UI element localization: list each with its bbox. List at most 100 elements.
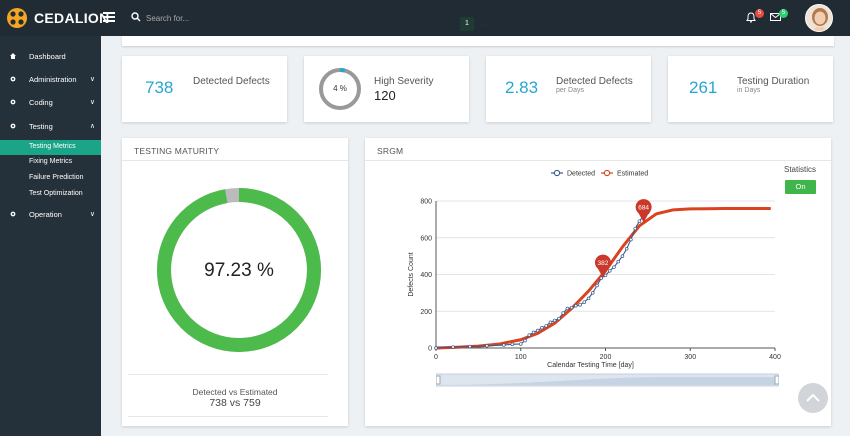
legend-swatch-marker xyxy=(553,169,561,177)
sidebar-item-label: Testing xyxy=(29,122,53,131)
kpi-card-detected-defects: 738 Detected Defects xyxy=(122,56,287,122)
detected-point xyxy=(629,237,633,242)
search-icon xyxy=(131,12,141,22)
maturity-values: 738 vs 759 xyxy=(209,397,261,409)
detected-point xyxy=(485,344,489,348)
divider xyxy=(122,160,348,161)
top-navbar: CEDALION 5 5 xyxy=(0,0,850,36)
detected-point xyxy=(468,344,472,349)
sidebar-item-label: Operation xyxy=(29,210,62,219)
legend-label: Estimated xyxy=(617,171,648,178)
sidebar-subitem-label: Failure Prediction xyxy=(29,174,84,181)
x-tick-label: 300 xyxy=(684,354,696,361)
mail-badge: 5 xyxy=(779,9,788,18)
divider xyxy=(128,374,328,375)
sidebar: Dashboard Administration ∨ Coding ∨ Test… xyxy=(0,36,101,436)
detected-point xyxy=(565,306,570,311)
sidebar-item-administration[interactable]: Administration ∨ xyxy=(0,70,101,90)
maturity-caption: Detected vs Estimated xyxy=(192,387,278,397)
detected-point xyxy=(591,291,595,295)
app-title: CEDALION xyxy=(34,10,110,26)
kpi-title: Testing Duration xyxy=(737,76,810,87)
sidebar-subitem-test-optimization[interactable]: Test Optimization xyxy=(0,187,101,202)
divider xyxy=(365,160,831,161)
detected-point xyxy=(561,311,565,315)
kpi-count: 120 xyxy=(374,88,396,103)
detected-point xyxy=(569,305,574,310)
sidebar-item-operation[interactable]: Operation ∨ xyxy=(0,205,101,225)
maturity-donut xyxy=(157,188,321,352)
kpi-card-testing-duration: 261 Testing Duration in Days xyxy=(668,56,833,122)
annotation-label: 382 xyxy=(598,260,609,267)
panel-title: SRGM xyxy=(377,146,404,156)
severity-percent: 4 % xyxy=(333,84,347,93)
x-axis-label: Calendar Testing Time [day] xyxy=(547,362,634,369)
statistics-toggle[interactable]: On xyxy=(785,180,816,194)
kpi-card-high-severity: 4 % High Severity 120 xyxy=(304,56,469,122)
detected-point xyxy=(582,300,587,304)
detected-point xyxy=(535,328,540,333)
x-tick-label: 400 xyxy=(769,354,781,361)
user-avatar[interactable] xyxy=(805,4,833,32)
y-tick-label: 200 xyxy=(420,309,432,316)
notification-badge: 5 xyxy=(755,9,764,18)
sidebar-item-label: Dashboard xyxy=(29,52,66,61)
avatar-image xyxy=(806,5,832,31)
sidebar-item-testing[interactable]: Testing ∧ xyxy=(0,117,101,137)
gear-icon xyxy=(10,123,16,129)
gear-icon xyxy=(10,211,16,217)
sidebar-item-coding[interactable]: Coding ∨ xyxy=(0,93,101,113)
detected-point xyxy=(548,320,553,325)
detected-point xyxy=(616,259,620,264)
gear-icon xyxy=(10,76,16,82)
detected-point xyxy=(523,338,527,343)
detected-point xyxy=(624,247,629,251)
sidebar-item-dashboard[interactable]: Dashboard xyxy=(0,47,101,67)
detected-point xyxy=(540,326,544,330)
sidebar-subitem-fixing-metrics[interactable]: Fixing Metrics xyxy=(0,155,101,170)
series-estimated-line xyxy=(435,207,771,350)
kpi-card-defects-per-day: 2.83 Detected Defects per Days xyxy=(486,56,651,122)
range-handle-right[interactable] xyxy=(774,375,779,385)
legend-label: Detected xyxy=(567,171,595,178)
scroll-to-top-button[interactable] xyxy=(798,383,828,413)
statistics-label: Statistics xyxy=(784,165,817,174)
detected-point xyxy=(586,296,591,301)
kpi-title: Detected Defects xyxy=(193,76,270,87)
kpi-value: 738 xyxy=(145,78,174,97)
brand[interactable]: CEDALION xyxy=(6,7,110,29)
detected-point xyxy=(451,345,455,349)
severity-progress-ring xyxy=(319,68,361,110)
kpi-value: 261 xyxy=(689,78,718,97)
chevron-down-icon: ∨ xyxy=(89,211,95,218)
x-tick-label: 200 xyxy=(600,354,612,361)
x-tick-label: 0 xyxy=(434,354,438,361)
detected-point xyxy=(578,303,582,307)
sidebar-item-label: Administration xyxy=(29,75,77,84)
x-tick-label: 100 xyxy=(515,354,527,361)
detected-point xyxy=(531,330,536,335)
maturity-percent: 97.23 % xyxy=(204,260,274,281)
kpi-value: 2.83 xyxy=(505,78,539,97)
bell-icon[interactable] xyxy=(746,12,756,23)
detected-point xyxy=(574,303,578,308)
sidebar-subitem-label: Testing Metrics xyxy=(29,143,76,150)
previous-panel-bottom xyxy=(122,36,834,46)
page-1-button[interactable]: 1 xyxy=(460,17,474,31)
y-tick-label: 0 xyxy=(428,346,432,353)
menu-toggle-icon[interactable] xyxy=(103,12,115,22)
y-tick-label: 800 xyxy=(420,199,432,206)
detected-point xyxy=(519,342,523,346)
chevron-down-icon: ∨ xyxy=(89,99,95,106)
kpi-title: High Severity xyxy=(374,76,434,87)
srgm-panel: SRGM Statistics On 0 200 400 600 800 0 100 200 3… xyxy=(365,138,831,426)
detected-point xyxy=(527,333,531,337)
sidebar-subitem-testing-metrics[interactable]: Testing Metrics xyxy=(0,140,101,155)
sidebar-subitem-failure-prediction[interactable]: Failure Prediction xyxy=(0,171,101,186)
kpi-title: Detected Defects xyxy=(556,76,633,87)
search-input[interactable] xyxy=(146,10,446,26)
annotation-pin xyxy=(594,254,611,278)
page-2-button[interactable]: 2 xyxy=(483,20,487,27)
range-handle-left[interactable] xyxy=(436,375,441,385)
range-slider[interactable] xyxy=(436,372,779,388)
